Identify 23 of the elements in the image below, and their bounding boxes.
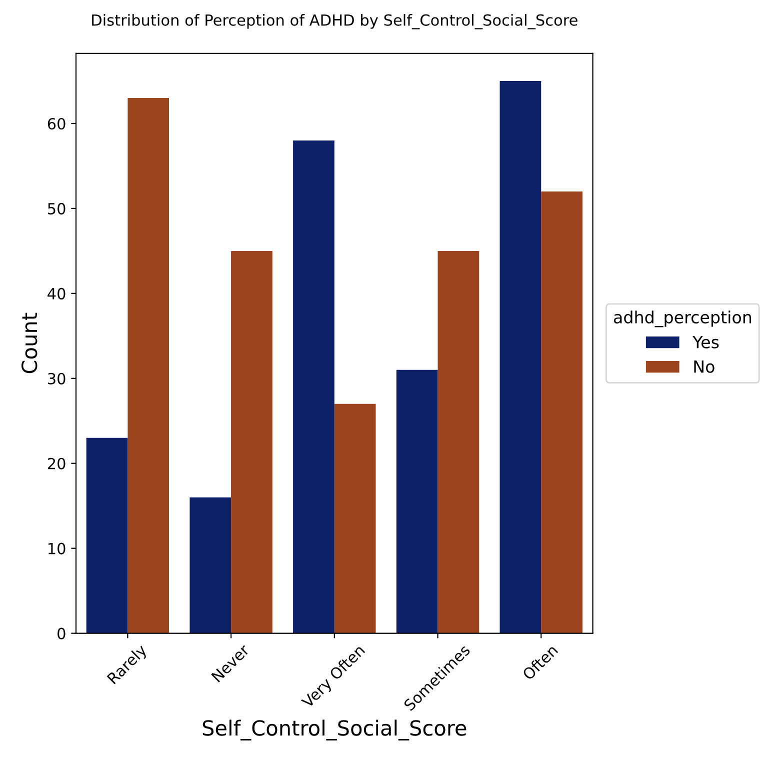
bar — [190, 497, 232, 634]
bar — [128, 98, 170, 634]
y-tick-label: 50 — [48, 202, 66, 214]
y-tick-label: 60 — [48, 118, 66, 130]
bar — [438, 250, 480, 634]
x-axis-title: Self_Control_Social_Score — [202, 720, 466, 740]
bar — [86, 438, 128, 634]
legend-label: No — [694, 360, 714, 373]
chart-title: Distribution of Perception of ADHD by Self_Control_Social_Score — [92, 14, 578, 30]
bar — [541, 191, 582, 634]
y-axis-title: Count — [21, 312, 38, 374]
y-tick-label: 20 — [48, 458, 66, 470]
y-tick-label: 0 — [58, 628, 66, 640]
legend-label: Yes — [692, 336, 719, 348]
y-tick-label: 30 — [48, 372, 66, 384]
bar — [500, 81, 542, 634]
bar — [231, 250, 272, 634]
y-tick-label: 10 — [48, 542, 66, 554]
y-tick-label: 40 — [48, 288, 66, 300]
bar — [293, 140, 334, 634]
bar — [396, 370, 438, 634]
bar — [334, 404, 376, 634]
legend-title: adhd_perception — [614, 310, 752, 328]
